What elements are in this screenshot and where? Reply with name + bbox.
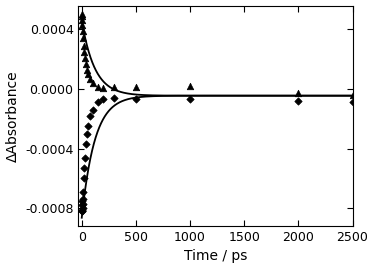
Point bbox=[89, 108, 95, 112]
Point bbox=[79, 209, 85, 213]
Point bbox=[111, 96, 117, 100]
Point bbox=[187, 84, 193, 88]
Point bbox=[81, 44, 87, 48]
Point bbox=[79, 18, 85, 23]
Point bbox=[80, 197, 86, 201]
Point bbox=[295, 91, 301, 95]
Point bbox=[95, 84, 101, 89]
Point bbox=[84, 132, 90, 136]
Point bbox=[80, 190, 86, 194]
Point bbox=[95, 100, 101, 105]
Point bbox=[88, 77, 94, 82]
Point bbox=[100, 86, 106, 90]
Point bbox=[89, 81, 95, 85]
Point bbox=[80, 206, 86, 210]
Point bbox=[88, 114, 94, 118]
Point bbox=[82, 166, 88, 170]
Point bbox=[350, 100, 356, 105]
Point bbox=[82, 155, 88, 160]
Point bbox=[84, 68, 90, 72]
Point bbox=[350, 93, 356, 97]
Point bbox=[82, 49, 88, 54]
Point bbox=[80, 23, 86, 27]
Point bbox=[83, 142, 89, 146]
Y-axis label: ΔAbsorbance: ΔAbsorbance bbox=[6, 70, 19, 162]
Point bbox=[79, 12, 85, 16]
Point bbox=[79, 199, 85, 203]
Point bbox=[83, 62, 89, 66]
Point bbox=[80, 29, 86, 33]
Point bbox=[100, 97, 106, 102]
Point bbox=[81, 176, 87, 180]
Point bbox=[111, 85, 117, 90]
Point bbox=[80, 36, 86, 40]
Point bbox=[187, 97, 193, 101]
Point bbox=[79, 207, 85, 212]
Point bbox=[295, 99, 301, 103]
Point bbox=[133, 97, 139, 101]
Point bbox=[79, 209, 85, 213]
Point bbox=[133, 84, 139, 89]
Point bbox=[79, 14, 85, 18]
Point bbox=[79, 203, 85, 207]
Point bbox=[85, 72, 91, 76]
Point bbox=[85, 124, 91, 128]
X-axis label: Time / ps: Time / ps bbox=[184, 249, 247, 263]
Point bbox=[82, 55, 88, 60]
Point bbox=[80, 201, 86, 206]
